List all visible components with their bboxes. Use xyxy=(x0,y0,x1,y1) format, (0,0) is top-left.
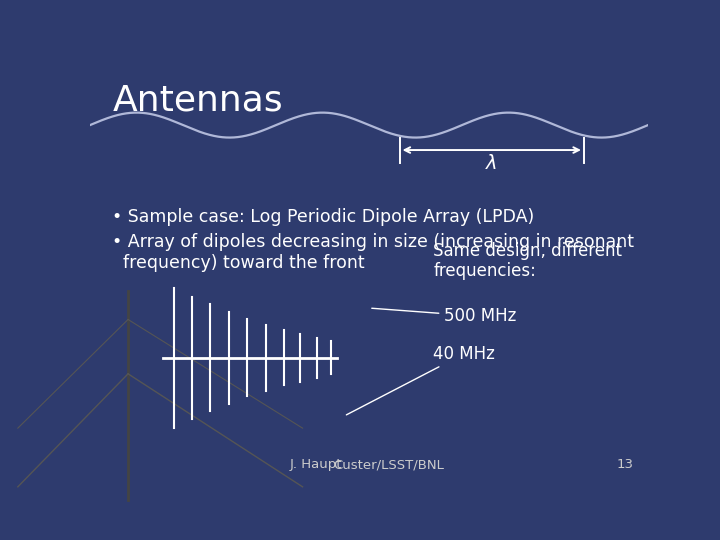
Text: λ: λ xyxy=(486,154,498,173)
Text: Antennas: Antennas xyxy=(112,84,283,118)
Text: • Sample case: Log Periodic Dipole Array (LPDA): • Sample case: Log Periodic Dipole Array… xyxy=(112,208,534,226)
Text: J. Haupt: J. Haupt xyxy=(289,458,342,471)
Text: 500 MHz: 500 MHz xyxy=(372,307,517,326)
Text: 13: 13 xyxy=(617,458,634,471)
Text: Same design, different
frequencies:: Same design, different frequencies: xyxy=(433,241,622,280)
Text: Custer/LSST/BNL: Custer/LSST/BNL xyxy=(333,458,444,471)
Text: • Array of dipoles decreasing in size (increasing in resonant
  frequency) towar: • Array of dipoles decreasing in size (i… xyxy=(112,233,634,272)
Text: 40 MHz: 40 MHz xyxy=(346,345,495,415)
